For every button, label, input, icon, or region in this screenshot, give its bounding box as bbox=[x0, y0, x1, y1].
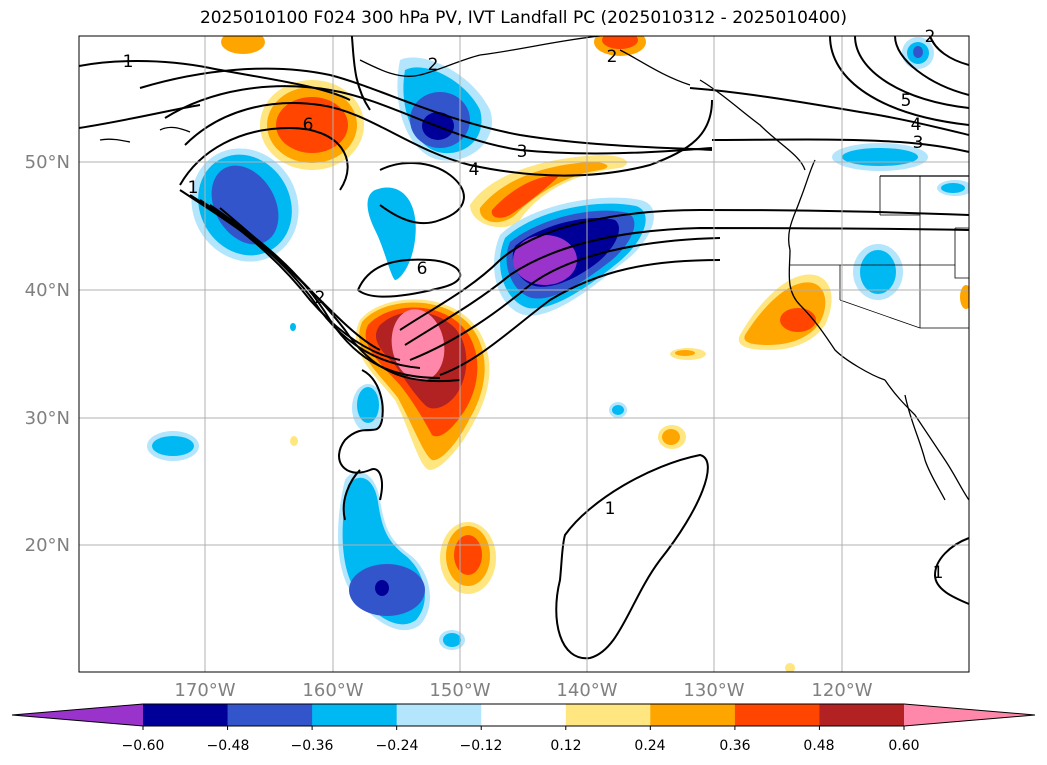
colorbar-extend-min bbox=[12, 704, 143, 726]
positive-anomaly-central bbox=[355, 299, 490, 470]
positive-anomaly-top bbox=[221, 36, 646, 56]
colorbar-tick-label: −0.24 bbox=[376, 738, 419, 754]
filled-anomalies bbox=[79, 36, 969, 672]
contour-label: 6 bbox=[417, 259, 428, 279]
contour-label: 4 bbox=[469, 160, 480, 180]
state-borders bbox=[790, 176, 969, 329]
contour-label: 4 bbox=[911, 115, 922, 135]
contour-label: 5 bbox=[901, 91, 912, 111]
colorbar-tick-label: 0.48 bbox=[803, 738, 834, 754]
contour-label: 3 bbox=[913, 133, 924, 153]
contour-label: 1 bbox=[605, 499, 616, 519]
negative-anomaly-south bbox=[338, 471, 431, 631]
contour-label: 1 bbox=[123, 52, 134, 72]
contour-label: 1 bbox=[933, 563, 944, 583]
map-title: 2025010100 F024 300 hPa PV, IVT Landfall… bbox=[199, 8, 847, 28]
colorbar-tick-labels: −0.60 −0.48 −0.36 −0.24 −0.12 0.12 0.24 … bbox=[122, 738, 920, 754]
negative-anomaly-west bbox=[191, 148, 299, 262]
lon-label: 150°W bbox=[429, 680, 490, 701]
map-frame bbox=[78, 35, 970, 673]
lat-label: 40°N bbox=[25, 280, 70, 301]
colorbar-extend-max bbox=[904, 704, 1035, 726]
colorbar-tick-label: −0.36 bbox=[291, 738, 334, 754]
positive-anomaly-band bbox=[470, 155, 628, 228]
colorbar-segment bbox=[143, 704, 229, 726]
contour-label: 3 bbox=[517, 142, 528, 162]
negative-anomaly-central bbox=[494, 197, 654, 316]
lon-label: 120°W bbox=[811, 680, 872, 701]
colorbar-tick-label: 0.24 bbox=[634, 738, 665, 754]
colorbar-tick-label: 0.12 bbox=[550, 738, 581, 754]
longitude-labels: 170°W 160°W 150°W 140°W 130°W 120°W bbox=[174, 680, 872, 701]
contour-label: 1 bbox=[188, 178, 199, 198]
colorbar bbox=[11, 703, 1036, 730]
lon-label: 140°W bbox=[556, 680, 617, 701]
colorbar-segment bbox=[734, 704, 820, 726]
lon-label: 160°W bbox=[302, 680, 363, 701]
colorbar-tick-label: 0.36 bbox=[719, 738, 750, 754]
map-background bbox=[79, 36, 969, 672]
lat-label: 50°N bbox=[25, 152, 70, 173]
lat-label: 20°N bbox=[25, 535, 70, 556]
colorbar-segment bbox=[312, 704, 398, 726]
gridlines bbox=[79, 36, 969, 672]
colorbar-segment bbox=[481, 704, 567, 726]
lon-label: 170°W bbox=[174, 680, 235, 701]
small-anomalies bbox=[147, 37, 969, 672]
colorbar-segment bbox=[565, 704, 651, 726]
lon-label: 130°W bbox=[683, 680, 744, 701]
colorbar-tick-label: −0.48 bbox=[207, 738, 250, 754]
contour-label: 2 bbox=[315, 288, 326, 308]
colorbar-segment bbox=[819, 704, 905, 726]
colorbar-tick-label: −0.60 bbox=[122, 738, 165, 754]
contour-label: 2 bbox=[607, 47, 618, 67]
colorbar-segment bbox=[650, 704, 736, 726]
contour-label: 2 bbox=[428, 55, 439, 75]
latitude-labels: 50°N 40°N 30°N 20°N bbox=[25, 152, 70, 556]
contour-label: 6 bbox=[303, 115, 314, 135]
positive-anomaly-california bbox=[738, 274, 832, 350]
contour-label-group: 1 2 6 3 4 6 2 1 2 5 4 3 1 2 1 bbox=[123, 27, 944, 583]
contour-label: 2 bbox=[925, 27, 936, 47]
colorbar-segment bbox=[396, 704, 482, 726]
colorbar-tick-label: 0.60 bbox=[888, 738, 919, 754]
colorbar-segment bbox=[227, 704, 313, 726]
lat-label: 30°N bbox=[25, 408, 70, 429]
colorbar-tick-label: −0.12 bbox=[460, 738, 503, 754]
